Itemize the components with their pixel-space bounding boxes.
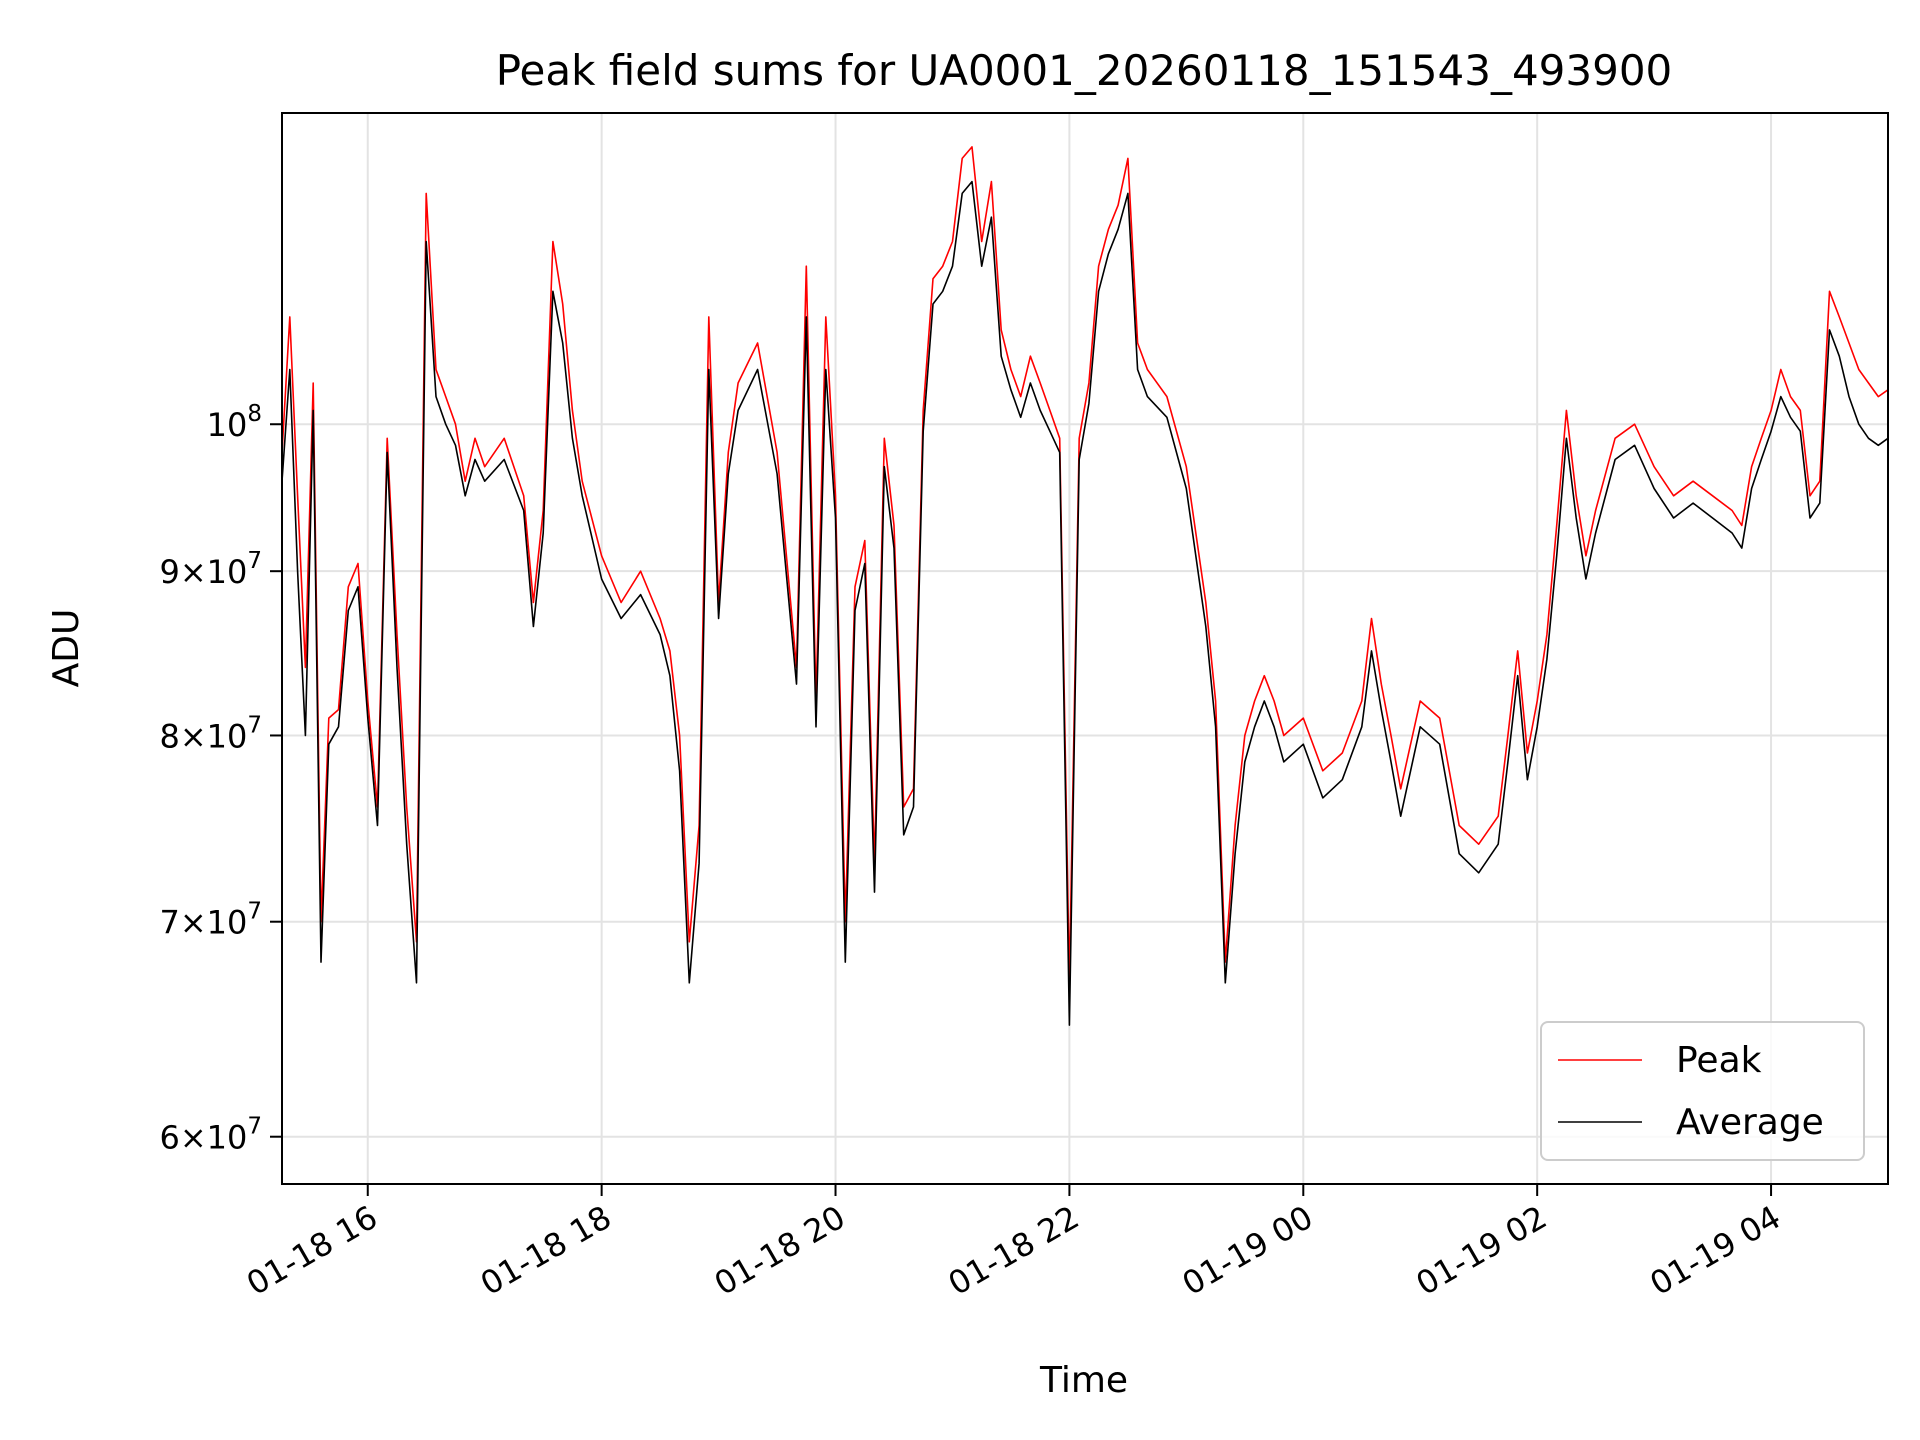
plot-series bbox=[281, 146, 1889, 1026]
y-tick-label: 6×107 bbox=[159, 1114, 262, 1157]
legend-label-peak: Peak bbox=[1676, 1040, 1762, 1081]
legend-label-average: Average bbox=[1676, 1102, 1824, 1143]
series-line-average bbox=[281, 180, 1889, 1026]
y-tick-label: 8×107 bbox=[159, 712, 262, 755]
y-tick-label: 7×107 bbox=[159, 899, 262, 942]
y-tick-label: 108 bbox=[207, 401, 262, 444]
y-axis-ticks: 6×107 7×107 8×107 9×107 108 bbox=[159, 401, 282, 1157]
grid bbox=[282, 113, 1888, 1184]
series-line-peak bbox=[281, 146, 1889, 984]
x-axis-label: Time bbox=[1039, 1360, 1128, 1401]
legend-box bbox=[1540, 1021, 1865, 1161]
y-tick-label: 9×107 bbox=[159, 548, 262, 591]
axes-frame bbox=[281, 112, 1889, 1185]
chart-title: Peak field sums for UA0001_20260118_1515… bbox=[496, 46, 1673, 95]
legend: Peak Average bbox=[1540, 1021, 1865, 1161]
y-axis-label: ADU bbox=[46, 609, 87, 688]
